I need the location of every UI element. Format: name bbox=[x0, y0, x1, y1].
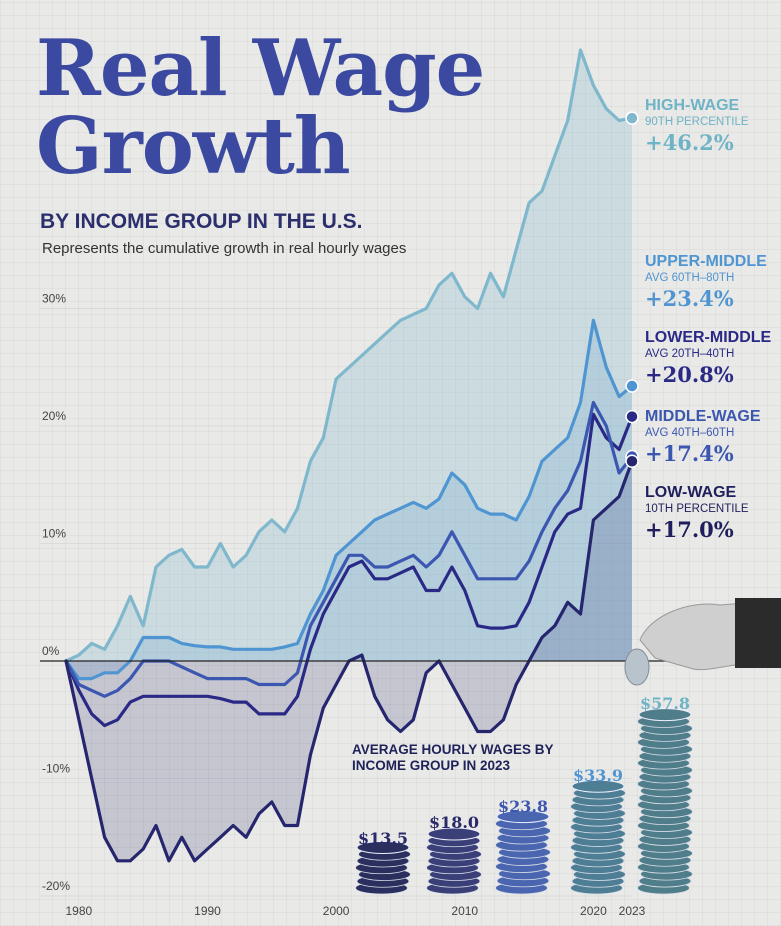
legend-value: +46.2% bbox=[645, 130, 734, 155]
title-line-1: Real Wage bbox=[36, 23, 485, 114]
chart-description: Represents the cumulative growth in real… bbox=[42, 240, 407, 257]
wage-label-middle: $23.8 bbox=[497, 797, 549, 816]
y-tick-label: -10% bbox=[42, 762, 70, 776]
legend-low-wage: LOW-WAGE 10TH PERCENTILE +17.0% bbox=[645, 483, 781, 543]
legend-value: +17.0% bbox=[645, 517, 734, 542]
legend-lower-middle: LOWER-MIDDLE AVG 20TH–40TH +20.8% bbox=[645, 328, 781, 388]
area-high-wage bbox=[66, 50, 632, 661]
legend-middle-wage: MIDDLE-WAGE AVG 40TH–60TH +17.4% bbox=[645, 407, 781, 467]
end-dot-upper-middle bbox=[625, 379, 639, 393]
y-tick-label: 30% bbox=[42, 292, 66, 306]
y-tick-label: 0% bbox=[42, 644, 60, 658]
sleeve bbox=[735, 598, 781, 668]
hand-illustration bbox=[624, 598, 781, 686]
coin-stack bbox=[570, 779, 626, 895]
legend-sub: AVG 60TH–80TH bbox=[645, 272, 735, 284]
coin-stack bbox=[495, 810, 551, 895]
x-tick-label: 2020 bbox=[580, 904, 607, 918]
series-line-high bbox=[64, 48, 634, 663]
legend-value: +20.8% bbox=[645, 362, 734, 387]
coin-top bbox=[638, 708, 692, 722]
legend-value: +17.4% bbox=[645, 441, 734, 466]
legend-sub: AVG 20TH–40TH bbox=[645, 348, 735, 360]
x-tick-label: 2010 bbox=[451, 904, 478, 918]
chart-subtitle: BY INCOME GROUP IN THE U.S. bbox=[40, 210, 363, 233]
coin-stack bbox=[637, 708, 693, 895]
wage-label-upper-middle: $33.9 bbox=[572, 766, 624, 785]
legend-name: LOWER-MIDDLE bbox=[645, 329, 772, 346]
x-tick-label: 2023 bbox=[619, 904, 646, 918]
coin-top bbox=[571, 779, 625, 793]
y-tick-label: -20% bbox=[42, 879, 70, 893]
coin-top bbox=[356, 841, 410, 854]
title-line-2: Growth bbox=[36, 101, 351, 192]
wage-label-low: $13.5 bbox=[357, 829, 409, 848]
series-line-lower-middle bbox=[64, 412, 634, 728]
series-line-upper-middle bbox=[64, 318, 634, 681]
area-low-wage bbox=[66, 461, 632, 861]
x-tick-label: 2000 bbox=[323, 904, 350, 918]
held-coin bbox=[624, 648, 650, 686]
legend-name: UPPER-MIDDLE bbox=[645, 253, 767, 270]
wage-label-lower-middle: $18.0 bbox=[428, 813, 480, 832]
legend-name: HIGH-WAGE bbox=[645, 97, 740, 114]
legend-sub: AVG 40TH–60TH bbox=[645, 427, 735, 439]
y-tick-label: 20% bbox=[42, 409, 66, 423]
legend-high-wage: HIGH-WAGE 90TH PERCENTILE +46.2% bbox=[645, 96, 781, 156]
x-tick-label: 1990 bbox=[194, 904, 221, 918]
coin-stack bbox=[426, 827, 482, 895]
end-dot-high bbox=[625, 111, 639, 125]
chart-title: Real Wage Growth bbox=[36, 30, 485, 186]
coin-top bbox=[427, 827, 481, 841]
legend-upper-middle: UPPER-MIDDLE AVG 60TH–80TH +23.4% bbox=[645, 252, 781, 312]
legend-name: LOW-WAGE bbox=[645, 484, 737, 501]
legend-name: MIDDLE-WAGE bbox=[645, 408, 761, 425]
inset-title: AVERAGE HOURLY WAGES BY INCOME GROUP IN … bbox=[352, 742, 554, 773]
wage-label-high: $57.8 bbox=[639, 694, 691, 713]
y-tick-label: 10% bbox=[42, 527, 66, 541]
x-tick-label: 1980 bbox=[66, 904, 93, 918]
legend-sub: 10TH PERCENTILE bbox=[645, 503, 749, 515]
coin-top bbox=[496, 810, 550, 824]
legend-value: +23.4% bbox=[645, 286, 734, 311]
legend-sub: 90TH PERCENTILE bbox=[645, 116, 749, 128]
coin-stack bbox=[355, 841, 411, 895]
area-upper-middle bbox=[66, 320, 632, 679]
end-dot-low bbox=[625, 454, 639, 468]
end-dot-lower-middle bbox=[625, 409, 639, 424]
